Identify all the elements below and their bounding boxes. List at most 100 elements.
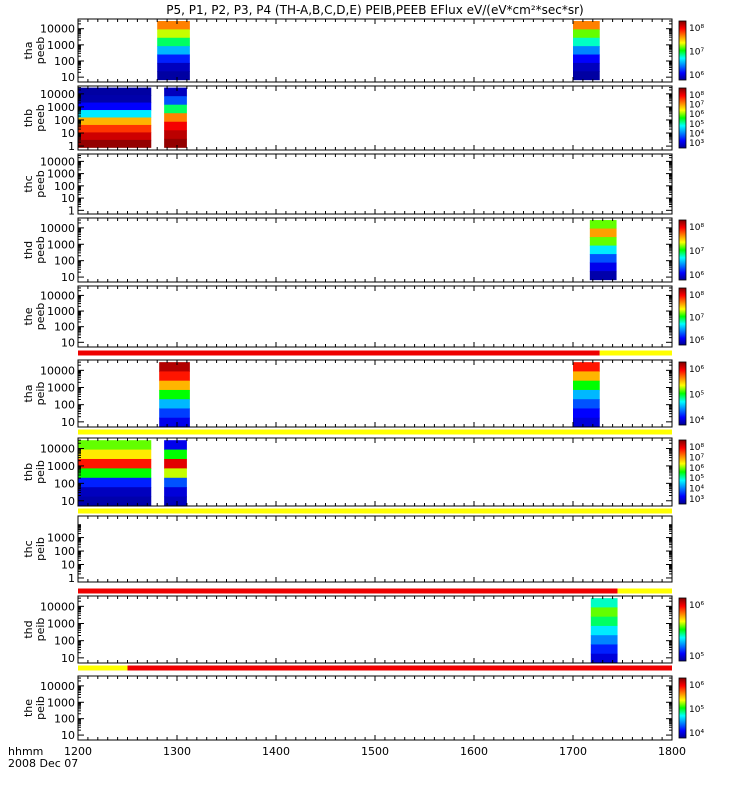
spectrogram-cell [573,21,600,30]
y-tick-label: 100 [54,477,75,490]
spectrogram-block [164,440,187,507]
y-axis-label-product: peeb [34,236,47,264]
y-axis-label: thb peib [22,460,47,484]
y-tick-label: 1 [68,140,75,153]
panel-frame [77,515,673,583]
spectrogram-cell [159,380,190,391]
colorbar-label: 10⁶ [689,365,704,375]
spectrogram-cell [164,87,187,97]
y-tick-label: 100 [54,399,75,412]
y-tick-label: 10 [61,729,75,742]
colorbar-label: 10⁷ [689,48,704,58]
spectrogram-cell [573,389,600,400]
colorbar-label: 10⁴ [689,129,704,139]
y-axis-label: thd peib [22,618,47,642]
spectrogram-cell [164,440,187,451]
colorbar-label: 10⁶ [689,71,704,81]
y-axis-label-product: peeb [34,170,47,198]
spectrogram-cell [573,371,600,382]
y-tick-label: 1000 [47,238,75,251]
colorbar-label: 10⁸ [689,443,704,453]
spectrogram-cell [78,132,152,141]
colorbar [678,597,687,662]
colorbar-label: 10⁵ [689,391,704,401]
spectrogram-block [589,220,617,281]
colorbar-label: 10⁷ [689,101,704,111]
status-bar-segment [78,665,128,671]
spectrogram-block [573,362,600,428]
spectrogram-cell [590,653,618,664]
colorbar [678,677,687,739]
y-tick-label: 1000 [47,618,75,631]
panel-thd-peib: 10 100 1000 10000 thd peib 10⁶ 10⁵ [22,588,704,665]
colorbar-label: 10⁵ [689,120,704,130]
spectrogram-cell [78,468,152,479]
spectrogram-cell [164,113,187,123]
spectrogram-cell [164,468,187,479]
y-axis-label: tha peib [22,382,47,406]
x-tick-label: 1500 [361,745,389,758]
spectrogram-cell [573,71,600,81]
y-axis-label-product: peib [34,460,47,484]
colorbar-label: 10⁴ [689,729,704,739]
colorbar [678,219,687,281]
spectrogram-cell [164,458,187,469]
spectrogram-cell [159,371,190,382]
y-axis-label-probe: thd [22,241,35,259]
colorbar-label: 10⁸ [689,91,704,101]
colorbar-label: 10⁶ [689,110,704,120]
spectrogram-cell [590,644,618,655]
status-bar-segment [78,588,618,594]
colorbar-label: 10⁶ [689,681,704,691]
spectrogram-cell [589,262,617,272]
spectrogram-cell [157,21,190,30]
figure-title: P5, P1, P2, P3, P4 (TH-A,B,C,D,E) PEIB,P… [166,3,583,17]
colorbar-label: 10⁶ [689,464,704,474]
spectrogram-cell [589,245,617,255]
panel-frame [77,595,673,664]
spectrogram-cell [590,598,618,608]
colorbar-label: 10⁸ [689,24,704,34]
spectrogram-cell [573,62,600,72]
y-tick-label: 100 [54,713,75,726]
spectrogram-cell [78,477,152,488]
spectrogram-cell [157,62,190,72]
x-tick-label: 1200 [64,745,92,758]
spectrogram-cell [78,87,152,96]
spectrogram-cell [78,117,152,126]
y-tick-label: 10000 [40,442,75,455]
y-tick-label: 1 [68,204,75,217]
spectrogram-cell [573,399,600,409]
spectrogram-cell [573,37,600,47]
spectrogram-cell [573,46,600,56]
y-axis-label-probe: the [22,307,35,325]
y-axis-label: thb peeb [22,104,47,132]
spectrogram-block [590,598,618,664]
spectrogram-cell [78,440,152,451]
y-tick-label: 100 [54,321,75,334]
spectrogram-cell [590,616,618,627]
colorbar-label: 10⁷ [689,247,704,257]
y-tick-label: 100 [54,255,75,268]
spectrogram-cell [159,408,190,419]
status-bar-segment [599,350,672,356]
status-bar-segment [127,665,672,671]
spectrogram-cell [164,130,187,140]
colorbar-label: 10⁶ [689,271,704,281]
y-axis-label: thc peib [22,537,47,561]
spectrogram-cell [573,54,600,64]
spectrogram-block [164,87,187,148]
x-tick-label: 1600 [460,745,488,758]
status-bar-segment [78,508,672,514]
spectrogram-cell [573,380,600,391]
spectrogram-cell [159,389,190,400]
spectrogram-cell [589,237,617,247]
